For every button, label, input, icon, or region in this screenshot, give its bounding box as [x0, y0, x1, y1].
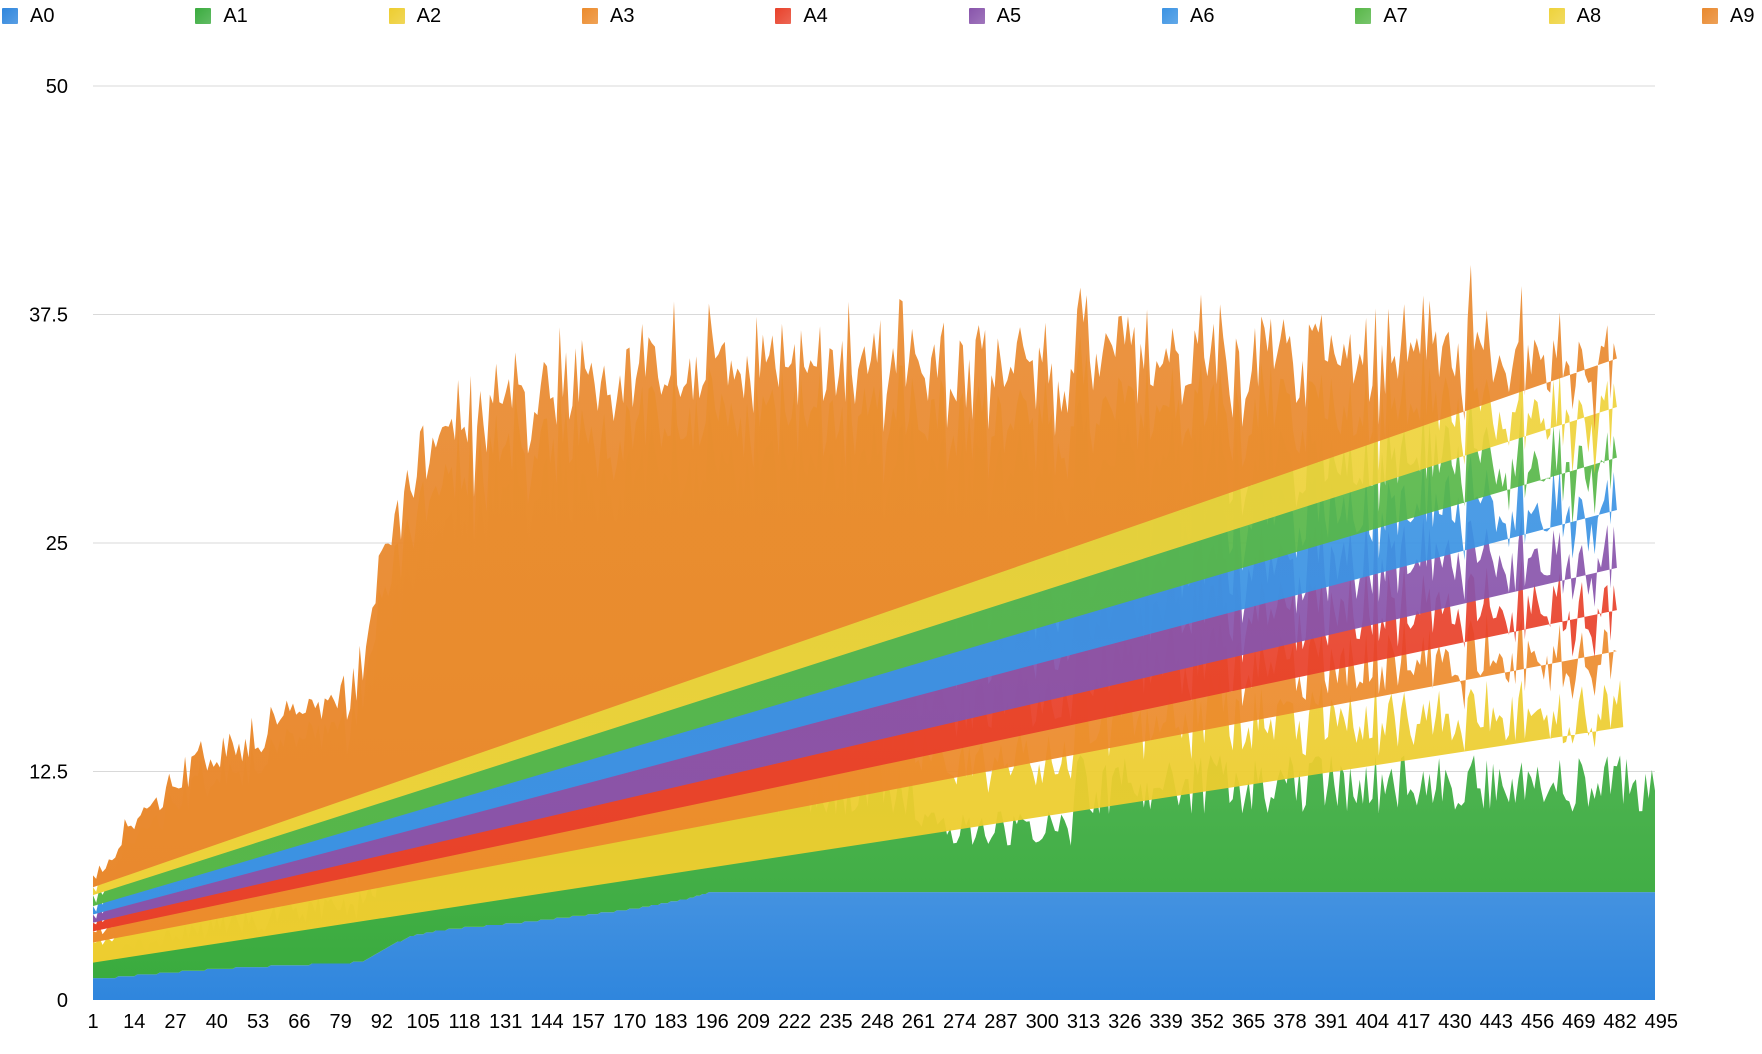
legend-item-a9: A9: [1702, 6, 1754, 26]
legend-label: A9: [1730, 5, 1755, 27]
legend-swatch: [388, 8, 405, 24]
legend-swatch: [1702, 8, 1718, 24]
legend-label: A4: [803, 5, 828, 27]
x-tick-label: 144: [530, 1011, 563, 1033]
x-tick-label: 300: [1026, 1011, 1059, 1033]
legend-item-a8: A8: [1548, 5, 1602, 27]
x-tick-label: 209: [737, 1011, 770, 1033]
legend-label: A7: [1383, 5, 1408, 27]
x-tick-label: 352: [1191, 1011, 1224, 1033]
area-series-a2: [93, 672, 1624, 963]
y-tick-label: 37.5: [29, 305, 68, 327]
x-tick-label: 339: [1149, 1011, 1182, 1033]
legend-label: A2: [416, 5, 442, 27]
legend-swatch: [1355, 8, 1372, 24]
x-tick-label: 131: [489, 1011, 522, 1033]
legend-item-a7: A7: [1355, 5, 1408, 27]
legend-item-a5: A5: [968, 5, 1022, 27]
x-tick-label: 326: [1108, 1011, 1141, 1033]
x-tick-label: 92: [371, 1011, 393, 1033]
y-tick-label: 25: [46, 533, 68, 555]
x-tick-label: 417: [1397, 1011, 1430, 1033]
x-tick-label: 66: [288, 1011, 310, 1033]
x-tick-label: 105: [406, 1011, 439, 1033]
x-tick-label: 118: [449, 1011, 481, 1033]
x-tick-label: 430: [1438, 1011, 1471, 1033]
x-tick-label: 391: [1314, 1011, 1347, 1033]
x-tick-label: 1: [87, 1011, 98, 1033]
x-tick-label: 14: [123, 1011, 145, 1033]
x-tick-label: 469: [1562, 1011, 1595, 1033]
x-tick-label: 365: [1232, 1011, 1265, 1033]
chart-legend: A0 A1 A2 A3 A4 A5 A6 A7 A8 A9: [0, 0, 1762, 32]
legend-swatch: [195, 8, 212, 24]
legend-label: A3: [610, 5, 635, 27]
legend-label: A6: [1190, 5, 1215, 27]
x-tick-label: 456: [1521, 1011, 1554, 1033]
legend-label: A8: [1576, 5, 1602, 27]
x-tick-label: 157: [572, 1011, 605, 1033]
x-tick-label: 40: [206, 1011, 228, 1033]
y-axis-ticks: 0 12.5 25 37.5 50: [29, 76, 68, 1012]
legend-swatch: [1548, 8, 1565, 24]
x-tick-label: 287: [984, 1011, 1017, 1033]
legend-item-a6: A6: [1162, 6, 1214, 26]
legend-swatch: [968, 8, 985, 24]
x-tick-label: 378: [1273, 1011, 1306, 1033]
legend-label: A1: [223, 5, 248, 27]
x-tick-label: 404: [1356, 1011, 1389, 1033]
x-axis-ticks: 1 14 27 40 53 66 79 92 105 118 131 144 157 170 183 196 2…: [87, 1011, 1678, 1033]
legend-item-a2: A2: [388, 5, 442, 27]
legend-swatch: [582, 8, 598, 24]
x-tick-label: 222: [778, 1011, 811, 1033]
x-tick-label: 261: [902, 1011, 935, 1033]
area-series-a0: [93, 892, 1655, 1000]
legend-swatch: [1162, 8, 1178, 24]
x-tick-label: 79: [330, 1011, 352, 1033]
legend-item-a3: A3: [582, 6, 634, 26]
x-tick-label: 170: [613, 1011, 646, 1033]
y-tick-label: 12.5: [29, 762, 68, 784]
legend-label: A0: [30, 5, 55, 27]
x-tick-label: 53: [247, 1011, 269, 1033]
legend-swatch: [2, 8, 18, 24]
x-tick-label: 495: [1645, 1011, 1678, 1033]
y-tick-label: 0: [57, 990, 68, 1012]
area-series-a3: [93, 614, 1617, 943]
legend-label: A5: [996, 5, 1022, 27]
x-tick-label: 183: [654, 1011, 687, 1033]
x-tick-label: 196: [695, 1011, 728, 1033]
x-tick-label: 443: [1480, 1011, 1513, 1033]
x-tick-label: 235: [819, 1011, 852, 1033]
area-series-a9: [93, 264, 1617, 888]
legend-item-a4: A4: [775, 5, 828, 27]
y-tick-label: 50: [46, 76, 68, 98]
x-tick-label: 27: [164, 1011, 186, 1033]
area-layer: [93, 264, 1655, 1000]
x-tick-label: 313: [1067, 1011, 1100, 1033]
legend-item-a0: A0: [2, 6, 54, 26]
legend-item-a1: A1: [195, 5, 248, 27]
x-tick-label: 482: [1603, 1011, 1636, 1033]
x-tick-label: 248: [860, 1011, 893, 1033]
legend-swatch: [775, 8, 792, 24]
x-tick-label: 274: [943, 1011, 976, 1033]
area-series-a1: [93, 754, 1655, 979]
